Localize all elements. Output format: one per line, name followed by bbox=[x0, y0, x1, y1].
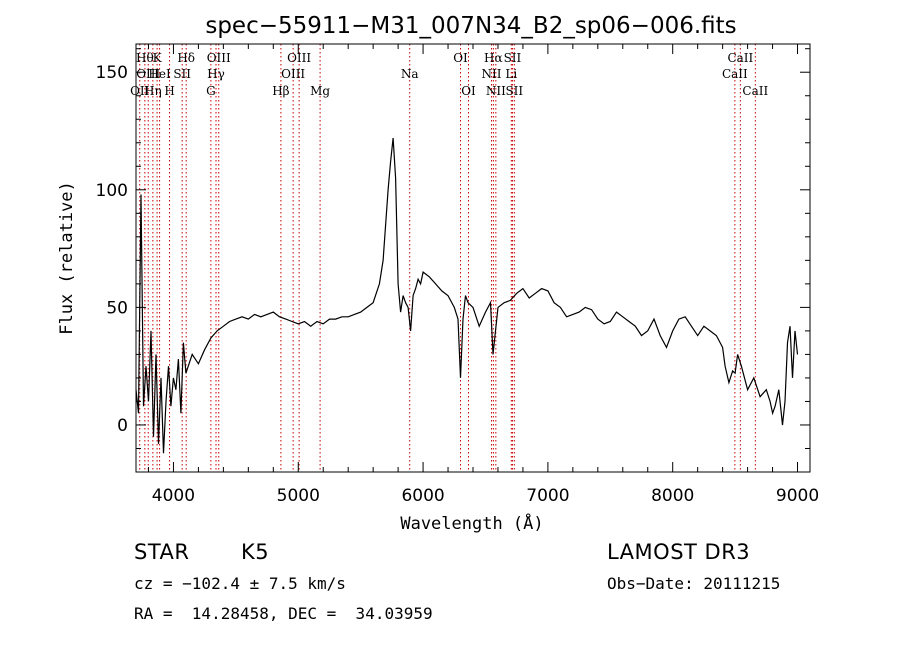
spectral-line-label: Hδ bbox=[177, 51, 195, 65]
y-tick-label: 150 bbox=[96, 63, 128, 83]
spectral-line-label: OII bbox=[130, 84, 150, 98]
survey-name: LAMOST DR3 bbox=[607, 540, 751, 564]
spectrum-series-line bbox=[135, 138, 799, 454]
x-tick-label: 4000 bbox=[152, 486, 195, 506]
redshift-value: cz = −102.4 ± 7.5 km/s bbox=[134, 574, 346, 593]
chart-title: spec−55911−M31_007N34_B2_sp06−006.fits bbox=[205, 13, 736, 39]
x-tick-label: 7000 bbox=[526, 486, 569, 506]
x-axis-label: Wavelength (Å) bbox=[400, 512, 543, 534]
spectral-line-label: NII bbox=[481, 67, 501, 81]
y-axis-label: Flux (relative) bbox=[57, 181, 77, 335]
spectral-line-label: OI bbox=[461, 84, 476, 98]
plot-frame bbox=[135, 43, 811, 473]
spectral-line-label: Li bbox=[505, 67, 517, 81]
spectral-line-markers bbox=[139, 44, 756, 472]
x-tick-label: 6000 bbox=[401, 486, 444, 506]
object-class: STAR bbox=[134, 540, 190, 564]
spectral-line-label: Hβ bbox=[272, 84, 289, 98]
object-subclass: K5 bbox=[241, 540, 270, 564]
spectral-line-label: Hθ bbox=[136, 51, 154, 65]
spectral-line-label: Mg bbox=[310, 84, 330, 98]
spectral-line-label: G bbox=[206, 84, 216, 98]
x-tick-label: 5000 bbox=[277, 486, 320, 506]
spectral-line-label: CaII bbox=[727, 51, 753, 65]
spectral-line-label: OIII bbox=[287, 51, 311, 65]
x-tick-label: 9000 bbox=[776, 486, 819, 506]
spectral-line-label: OI bbox=[453, 51, 468, 65]
y-tick-label: 0 bbox=[117, 416, 128, 436]
y-axis-ticks: 0 50 100 150 bbox=[96, 48, 810, 449]
spectral-line-label: Hη bbox=[144, 84, 162, 98]
spectral-line-label: Hα bbox=[484, 51, 503, 65]
observation-date: Obs−Date: 20111215 bbox=[607, 574, 781, 593]
spectral-line-label: OIII bbox=[281, 67, 305, 81]
x-axis-ticks: 4000 5000 6000 7000 8000 9000 bbox=[147, 44, 819, 506]
y-tick-label: 50 bbox=[106, 298, 128, 318]
y-tick-label: 100 bbox=[96, 181, 128, 201]
coordinates: RA = 14.28458, DEC = 34.03959 bbox=[134, 604, 433, 623]
spectral-line-label: NII bbox=[486, 84, 506, 98]
spectral-line-label: K bbox=[153, 51, 163, 65]
spectral-line-label: CaII bbox=[742, 84, 768, 98]
spectral-line-labels: OII Hθ OIII Hη K HeI H SII Hδ G Hγ OIII Hβ OIII OIII Mg… bbox=[130, 51, 768, 98]
spectral-line-label: CaII bbox=[722, 67, 748, 81]
spectral-line-label: SII bbox=[504, 51, 522, 65]
x-tick-label: 8000 bbox=[651, 486, 694, 506]
spectral-line-label: H bbox=[164, 84, 174, 98]
spectral-line-label: Hγ bbox=[207, 67, 225, 81]
spectral-line-label: Na bbox=[401, 67, 419, 81]
spectral-line-label: SII bbox=[173, 67, 191, 81]
spectral-line-label: SII bbox=[505, 84, 523, 98]
spectral-line-label: OIII bbox=[207, 51, 231, 65]
spectral-line-label: OIII bbox=[136, 67, 160, 81]
spectral-line-label: HeI bbox=[148, 67, 171, 81]
